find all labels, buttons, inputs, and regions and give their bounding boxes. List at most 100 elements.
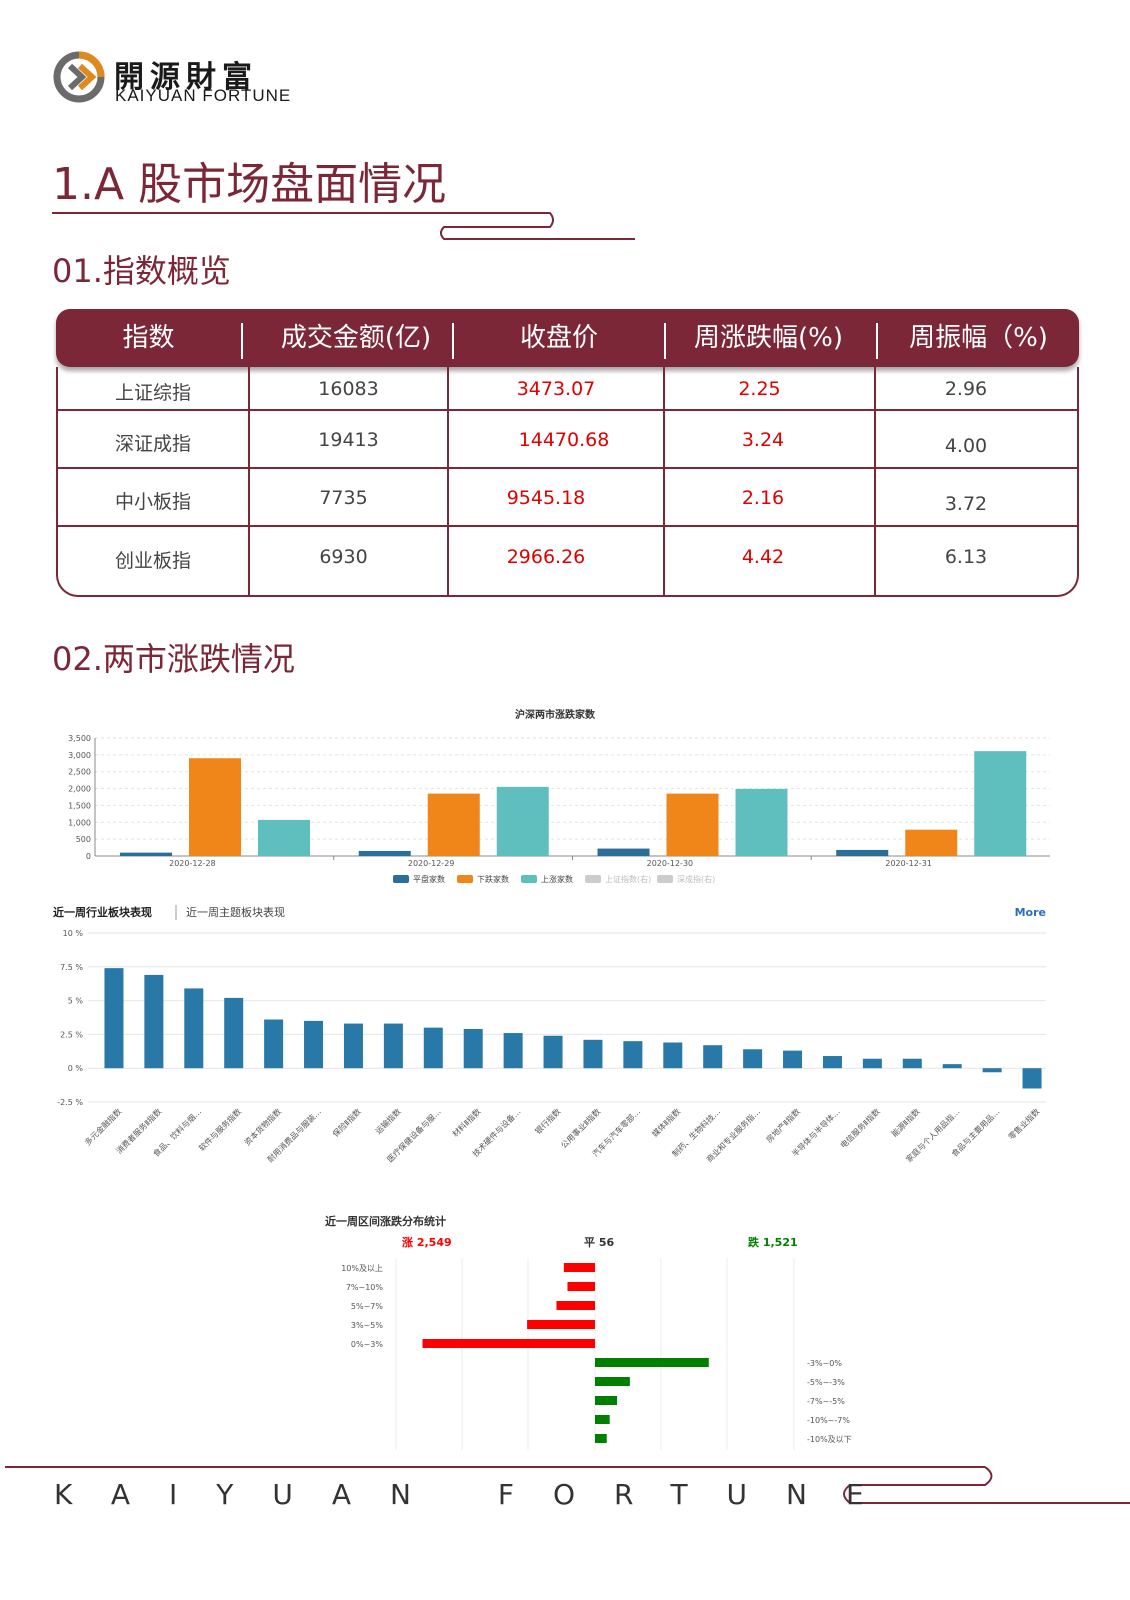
y-tick-label: 1,500 — [68, 801, 91, 810]
table-cell: 2.25 — [738, 378, 781, 400]
industry-bar — [902, 1058, 922, 1069]
x-tick-label: 房地产Ⅱ指数 — [764, 1106, 802, 1144]
industry-bar — [184, 988, 204, 1069]
bar-平盘家数 — [120, 852, 172, 856]
brand-name-en: KAIYUAN FORTUNE — [115, 86, 292, 105]
industry-bar — [663, 1042, 683, 1069]
x-tick-label: 媒体Ⅱ指数 — [650, 1106, 682, 1138]
bar-平盘家数 — [358, 850, 411, 856]
industry-bar — [144, 974, 164, 1069]
down-category-label: -3%~0% — [807, 1359, 842, 1368]
table-cell: 9545.18 — [506, 487, 586, 509]
industry-bar — [822, 1056, 842, 1069]
industry-bar — [543, 1035, 563, 1069]
column-header: 收盘价 — [519, 323, 598, 353]
down-category-label: -10%及以下 — [807, 1435, 852, 1444]
chart-title: 近一周区间涨跌分布统计 — [325, 1214, 446, 1228]
x-tick-label: 能源Ⅱ指数 — [889, 1106, 921, 1138]
bar-上涨家数 — [974, 751, 1027, 856]
legend-label: 平盘家数 — [413, 874, 445, 884]
brand-name-cn: 開源財富 — [114, 60, 258, 95]
legend-label: 上涨家数 — [541, 874, 573, 884]
footer-decoration — [5, 1466, 1130, 1504]
y-tick-label: 3,000 — [68, 751, 91, 760]
down-bar — [595, 1434, 607, 1443]
chart-title: 沪深两市涨跌家数 — [515, 708, 596, 721]
kaiyuan-logo-icon — [53, 51, 105, 103]
bar-上涨家数 — [735, 788, 788, 856]
bar-下跌家数 — [427, 793, 480, 856]
down-count: 跌 1,521 — [748, 1235, 798, 1249]
column-header: 成交金额(亿) — [280, 323, 432, 353]
legend-swatch — [585, 875, 601, 883]
x-tick-label: 电信服务Ⅱ指数 — [838, 1106, 882, 1150]
section-title: 1.A 股市场盘面情况 — [52, 159, 447, 210]
flat-count: 平 56 — [584, 1236, 614, 1249]
x-tick-label: 2020-12-28 — [169, 859, 216, 868]
y-tick-label: 10 % — [63, 929, 84, 938]
bar-平盘家数 — [836, 849, 889, 856]
title-underline-decoration — [52, 212, 635, 240]
y-tick-label: 2,000 — [68, 785, 91, 794]
column-header: 周涨跌幅(%) — [694, 323, 843, 353]
legend-label: 上证指数(右) — [605, 874, 651, 884]
up-bar — [422, 1339, 595, 1348]
down-bar — [595, 1396, 618, 1405]
industry-performance-chart: 近一周行业板块表现 近一周主题板块表现 More 10 % 7.5 % 5 % 2.5 % 0… — [53, 905, 1046, 1164]
industry-bar — [264, 1019, 284, 1069]
legend-swatch — [457, 875, 473, 883]
advance-decline-chart: 沪深两市涨跌家数 3,500 3,000 2,500 2,000 1,500 1,000 50… — [68, 708, 1050, 884]
industry-bar — [304, 1020, 324, 1069]
up-category-label: 3%~5% — [351, 1321, 383, 1330]
column-header: 周振幅（%) — [909, 323, 1048, 353]
up-category-label: 7%~10% — [346, 1283, 384, 1292]
x-tick-label: 运输指数 — [373, 1106, 403, 1136]
industry-bar — [783, 1050, 803, 1069]
industry-bar — [423, 1027, 443, 1069]
index-table: 指数 成交金额(亿) 收盘价 周涨跌幅(%) 周振幅（%) 上证综指 16083… — [56, 309, 1079, 597]
x-tick-label: 公用事业Ⅱ指数 — [559, 1106, 603, 1150]
industry-bar — [942, 1064, 962, 1069]
header-divider — [664, 323, 666, 359]
table-body: 上证综指 16083 3473.07 2.25 2.96 深证成指 19413 … — [56, 367, 1079, 597]
table-cell: 2.16 — [741, 487, 785, 509]
industry-bar — [104, 968, 124, 1069]
up-bar — [563, 1263, 595, 1272]
legend-swatch — [521, 875, 537, 883]
table-cell: 上证综指 — [114, 382, 191, 404]
down-bar — [595, 1415, 610, 1424]
industry-bar — [343, 1023, 363, 1069]
table-cell: 3.72 — [944, 493, 988, 515]
table-cell: 7735 — [319, 487, 368, 509]
x-tick-label: 零售业指数 — [1006, 1106, 1041, 1141]
up-category-label: 10%及以上 — [341, 1264, 383, 1273]
industry-bar — [583, 1039, 603, 1069]
x-tick-label: 软件与服务指数 — [196, 1106, 243, 1153]
more-link: More — [1015, 906, 1046, 919]
subsection-market-breadth: 02.两市涨跌情况 — [52, 640, 295, 678]
bar-下跌家数 — [905, 829, 958, 856]
industry-bar — [623, 1041, 643, 1069]
x-tick-label: 资本货物指数 — [242, 1106, 283, 1147]
down-category-label: -5%~-3% — [807, 1378, 845, 1387]
up-bar — [567, 1282, 595, 1291]
bar-下跌家数 — [189, 758, 241, 856]
y-tick-label: 5 % — [68, 997, 84, 1006]
column-header: 指数 — [122, 323, 175, 353]
up-bar — [556, 1301, 595, 1310]
table-cell: 14470.68 — [518, 429, 610, 451]
y-tick-label: 3,500 — [68, 734, 91, 743]
x-tick-label: 银行指数 — [533, 1106, 563, 1136]
table-cell: 3.24 — [741, 429, 785, 451]
table-cell: 深证成指 — [114, 433, 191, 455]
footer-brand: KAIYUAN FORTUNE — [54, 1478, 903, 1511]
table-cell: 创业板指 — [114, 550, 191, 572]
x-tick-label: 多元金融指数 — [82, 1106, 123, 1147]
table-cell: 19413 — [318, 429, 379, 451]
tab-theme: 近一周主题板块表现 — [186, 905, 285, 919]
industry-bar — [224, 997, 244, 1069]
industry-bar — [743, 1049, 763, 1069]
down-category-label: -10%~-7% — [807, 1416, 850, 1425]
y-tick-label: 2.5 % — [60, 1030, 83, 1039]
